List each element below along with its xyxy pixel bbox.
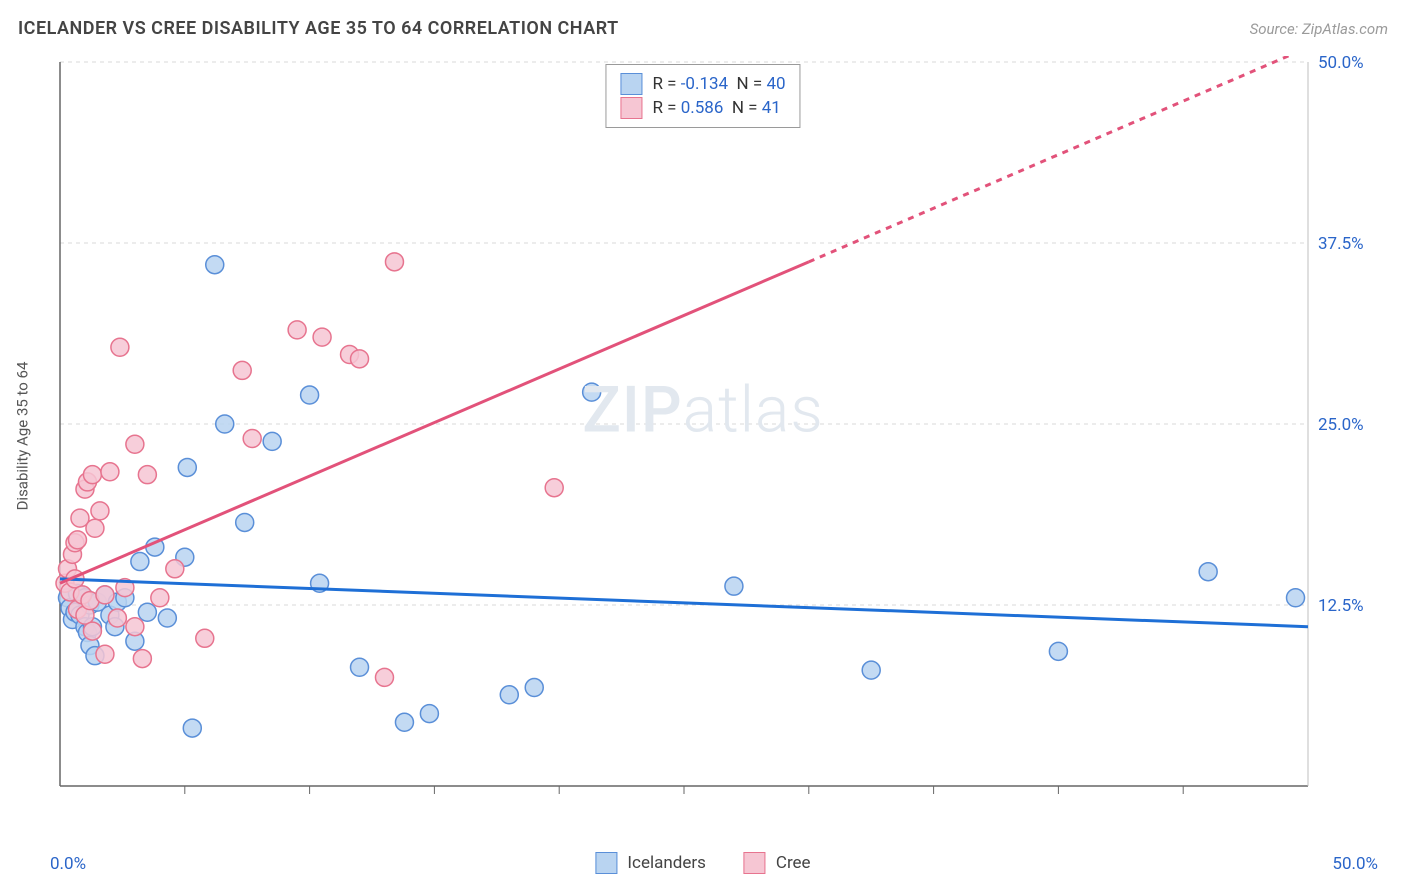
y-axis-label: Disability Age 35 to 64 [6,56,38,816]
svg-text:12.5%: 12.5% [1318,596,1364,616]
corr-legend-row: R = -0.134 N = 40 [620,73,785,95]
x-axis-min-label: 0.0% [50,854,86,874]
corr-legend-text: R = 0.586 N = 41 [652,98,780,118]
source-attribution: Source: ZipAtlas.com [1250,20,1388,38]
legend-item: Cree [744,852,811,874]
svg-text:37.5%: 37.5% [1318,234,1364,254]
legend-item: Icelanders [595,852,705,874]
svg-text:25.0%: 25.0% [1318,415,1364,435]
correlation-legend: R = -0.134 N = 40 R = 0.586 N = 41 [605,64,800,128]
legend-label: Icelanders [627,853,705,873]
corr-legend-text: R = -0.134 N = 40 [652,74,785,94]
corr-legend-row: R = 0.586 N = 41 [620,97,785,119]
x-axis-max-label: 50.0% [1332,854,1378,874]
legend-swatch [620,73,642,95]
svg-text:50.0%: 50.0% [1318,56,1364,73]
legend-label: Cree [776,853,811,873]
legend-swatch [595,852,617,874]
chart-title: ICELANDER VS CREE DISABILITY AGE 35 TO 6… [18,18,619,39]
legend-swatch [620,97,642,119]
scatter-plot: 12.5% 25.0% 37.5% 50.0% [48,56,1368,816]
legend-swatch [744,852,766,874]
series-legend: Icelanders Cree [595,852,810,874]
